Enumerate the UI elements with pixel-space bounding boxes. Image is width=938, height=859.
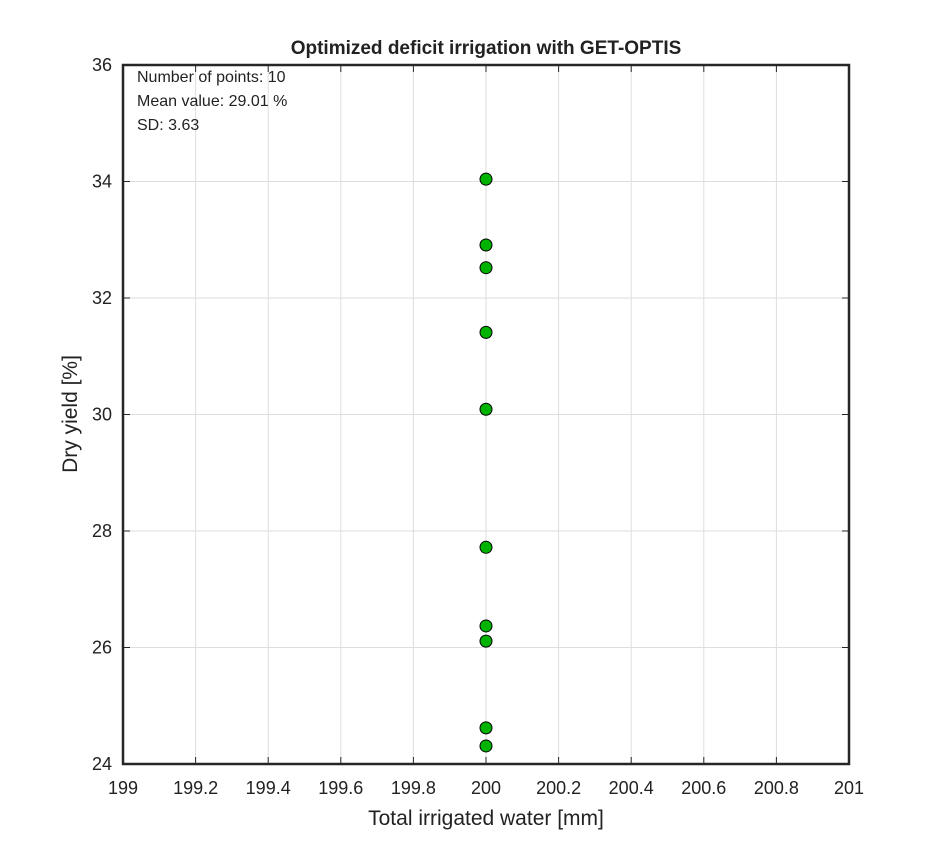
x-tick-label: 199.8	[391, 778, 436, 798]
x-tick-label: 200.6	[681, 778, 726, 798]
y-tick-label: 34	[92, 172, 112, 192]
x-axis-label: Total irrigated water [mm]	[368, 807, 604, 830]
y-tick-label: 30	[92, 405, 112, 425]
y-tick-label: 32	[92, 288, 112, 308]
x-tick-label: 200	[471, 778, 501, 798]
data-point	[479, 634, 493, 648]
stat-annotation: Number of points: 10	[137, 69, 286, 86]
stat-annotation: SD: 3.63	[137, 117, 199, 134]
data-point	[479, 261, 493, 275]
x-tick-label: 200.2	[536, 778, 581, 798]
data-point	[479, 238, 493, 252]
data-point	[479, 540, 493, 554]
data-point	[479, 721, 493, 735]
data-point	[479, 325, 493, 339]
x-tick-label: 199.2	[173, 778, 218, 798]
stats-annotation: Number of points: 10 Mean value: 29.01 % S…	[137, 69, 287, 134]
x-tick-label: 199.4	[246, 778, 291, 798]
y-tick-label: 26	[92, 638, 112, 658]
data-points	[479, 172, 493, 753]
y-tick-label: 28	[92, 521, 112, 541]
y-tick-label: 36	[92, 55, 112, 75]
data-point	[479, 172, 493, 186]
x-tick-label: 200.8	[754, 778, 799, 798]
y-axis-label: Dry yield [%]	[59, 355, 82, 473]
y-tick-label: 24	[92, 754, 112, 774]
data-point	[479, 619, 493, 633]
data-point	[479, 402, 493, 416]
stat-annotation: Mean value: 29.01 %	[137, 93, 287, 110]
x-tick-label: 199.6	[318, 778, 363, 798]
axis-ticks: 199 199.2 199.4 199.6 199.8 200 200.2 200.4 200.…	[92, 55, 864, 798]
chart-title: Optimized deficit irrigation with GET-OP…	[291, 38, 682, 59]
x-tick-label: 201	[834, 778, 864, 798]
x-tick-label: 200.4	[609, 778, 654, 798]
data-point	[479, 739, 493, 753]
x-tick-label: 199	[108, 778, 138, 798]
